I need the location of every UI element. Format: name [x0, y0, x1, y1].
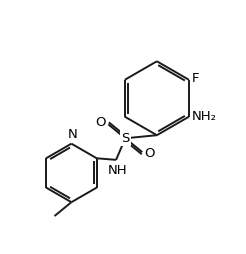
Text: N: N [68, 128, 78, 141]
Text: NH: NH [108, 164, 127, 177]
Text: F: F [192, 72, 200, 86]
Text: O: O [95, 116, 106, 129]
Text: NH₂: NH₂ [192, 110, 217, 123]
Text: O: O [145, 147, 155, 160]
Text: S: S [121, 132, 129, 145]
